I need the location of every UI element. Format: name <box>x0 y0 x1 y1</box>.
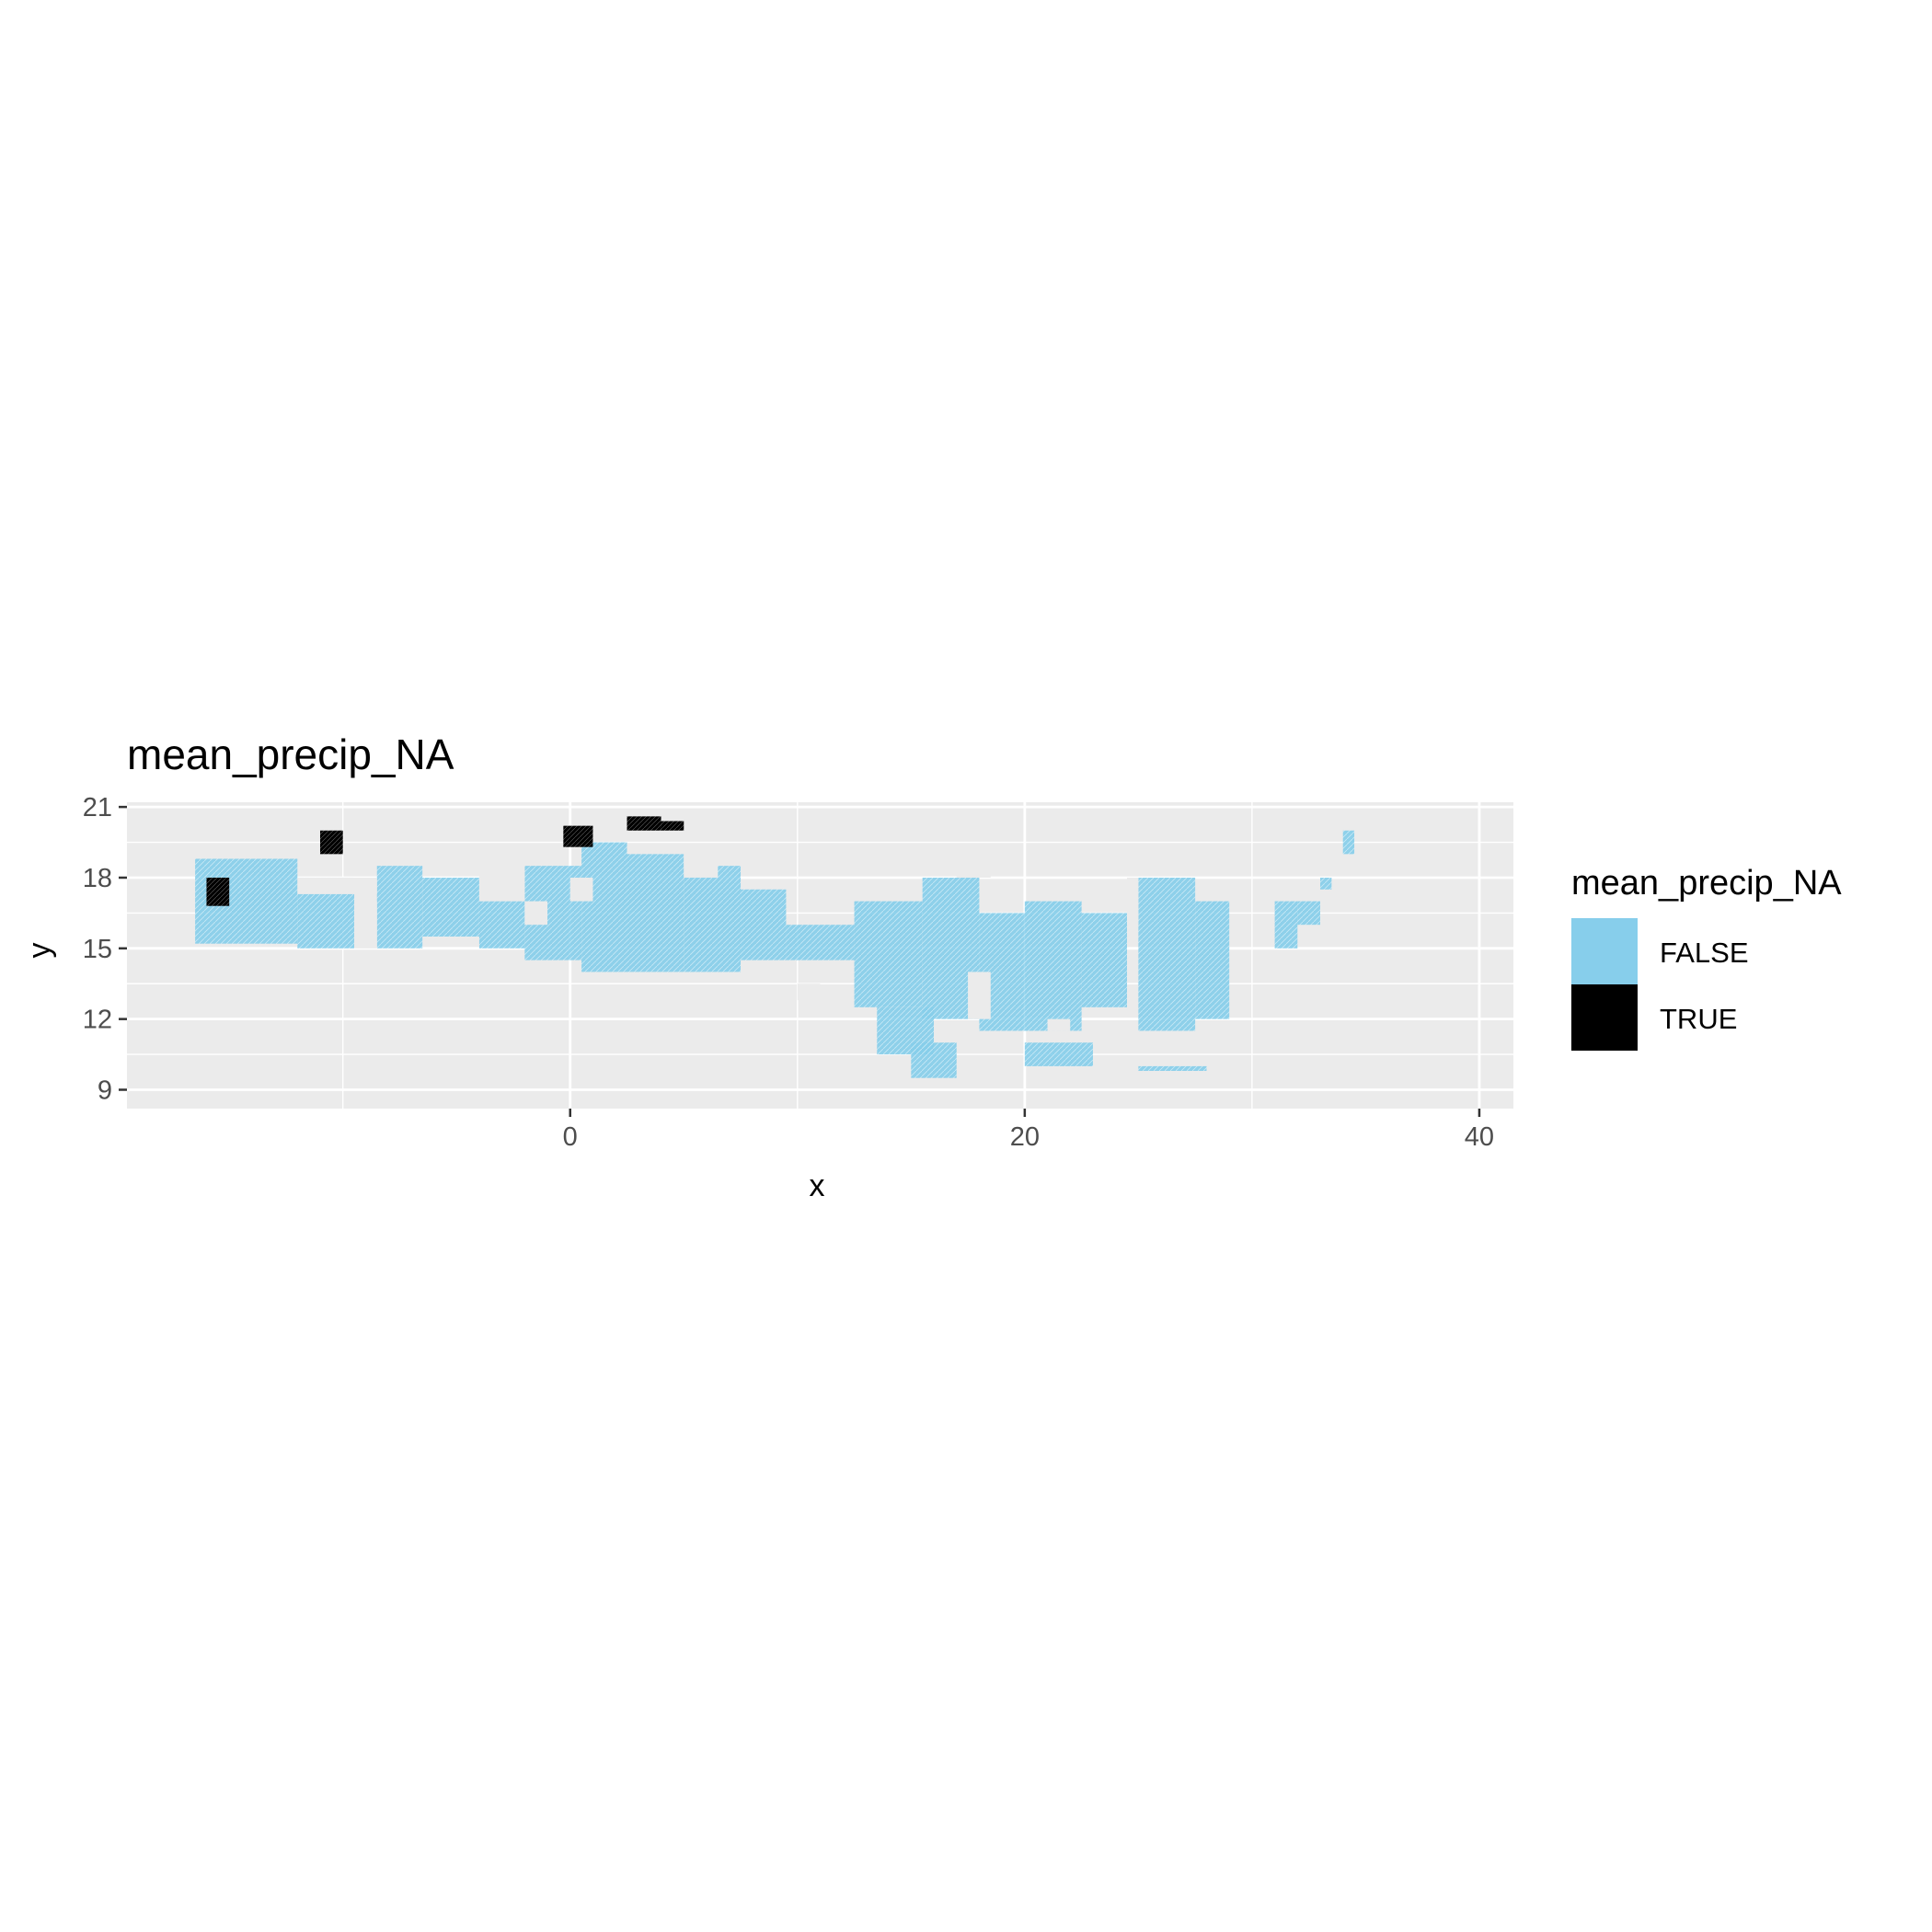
cell-gap <box>1047 1018 1071 1031</box>
legend-key-true <box>1571 984 1638 1051</box>
cell-false <box>1024 901 1082 1031</box>
y-tick-label: 9 <box>98 1076 112 1106</box>
cell-gap <box>968 972 991 1019</box>
cell-false <box>1274 901 1298 949</box>
x-axis: 0 20 40 <box>563 1109 1494 1152</box>
y-tick-label: 15 <box>83 935 112 964</box>
cell-false <box>786 925 855 960</box>
cell-false <box>1297 901 1321 926</box>
cell-false <box>478 901 525 949</box>
cell-false <box>1138 877 1196 1031</box>
cell-gap <box>354 901 377 949</box>
major-gridlines <box>127 802 1513 1109</box>
legend-label-false: FALSE <box>1660 937 1749 969</box>
x-tick-label: 20 <box>1010 1122 1040 1152</box>
cell-gap <box>524 901 548 926</box>
cell-false <box>1024 1042 1093 1066</box>
legend-label-true: TRUE <box>1660 1003 1737 1035</box>
legend: mean_precip_NA FALSE TRUE <box>1571 864 1842 1051</box>
cell-gap <box>569 877 593 902</box>
cell-false <box>854 901 923 1007</box>
cell-gap <box>478 866 525 902</box>
y-tick-label: 12 <box>83 1006 112 1035</box>
cell-false <box>1320 877 1332 890</box>
cell-gap <box>684 854 719 878</box>
cell-false <box>741 889 787 960</box>
cell-true <box>319 830 343 855</box>
y-axis: 9 12 15 18 21 <box>83 793 127 1106</box>
raster-cells <box>195 816 1355 1078</box>
cell-true <box>661 821 684 831</box>
chart-title: mean_precip_NA <box>127 730 454 778</box>
legend-title: mean_precip_NA <box>1571 864 1842 903</box>
cell-gap <box>956 854 991 878</box>
y-tick-label: 18 <box>83 864 112 893</box>
cell-false <box>422 877 479 937</box>
cell-false <box>376 866 423 949</box>
cell-false <box>1195 901 1230 1019</box>
x-tick-label: 0 <box>563 1122 578 1152</box>
cell-true <box>206 877 230 906</box>
cell-gap <box>1127 877 1139 926</box>
cell-false <box>1342 830 1355 855</box>
x-tick-label: 40 <box>1465 1122 1494 1152</box>
cell-false <box>1081 913 1128 1007</box>
cell-false <box>911 1042 957 1078</box>
legend-key-false <box>1571 918 1638 984</box>
cell-true <box>563 825 593 847</box>
cell-true <box>627 816 661 831</box>
cell-false <box>627 854 684 972</box>
cell-false <box>684 866 742 972</box>
cell-gap <box>297 877 377 894</box>
cell-false <box>1138 1065 1207 1072</box>
y-tick-label: 21 <box>83 793 112 822</box>
cell-false <box>581 842 627 972</box>
x-axis-title: x <box>810 1168 825 1203</box>
cell-gap <box>797 983 821 1001</box>
y-axis-title: y <box>22 943 57 959</box>
